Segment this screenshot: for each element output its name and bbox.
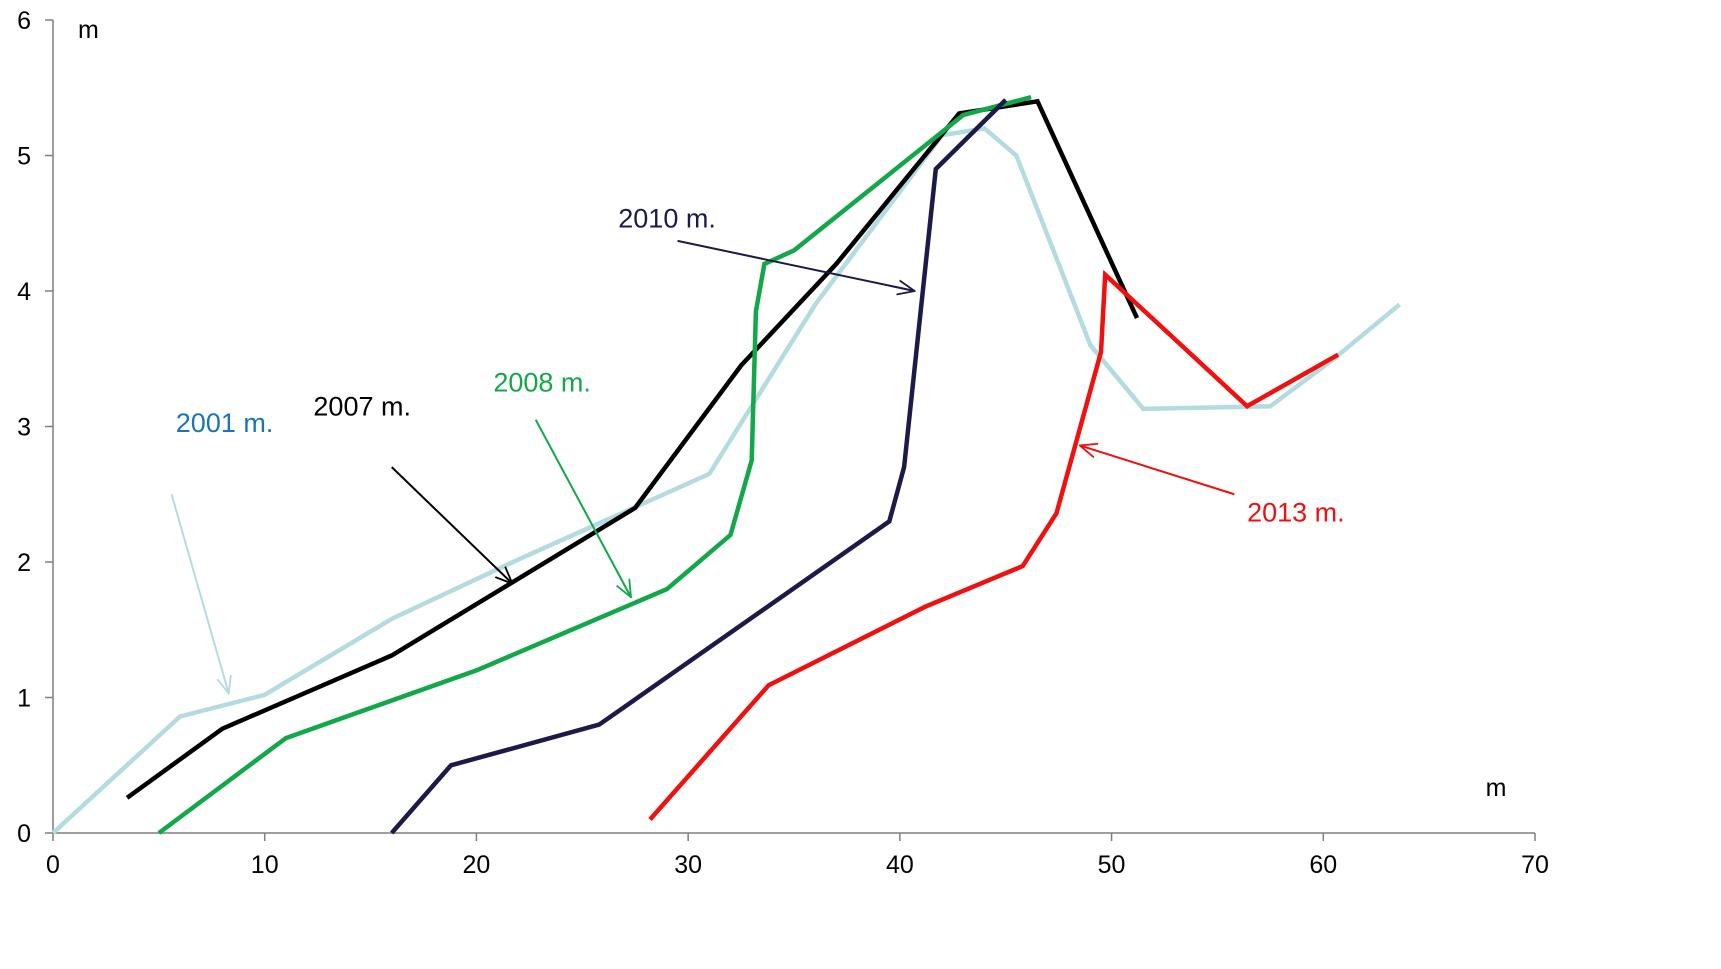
x-tick-label: 10 <box>251 851 279 879</box>
y-tick-label: 5 <box>17 143 31 171</box>
x-tick-label: 50 <box>1098 851 1126 879</box>
annotation-arrow-a2008 <box>534 419 631 598</box>
y-axis-unit-label: m <box>78 16 99 44</box>
y-tick-label: 6 <box>17 7 31 35</box>
x-ticks: 0 10 20 30 40 50 60 70 <box>46 833 1549 879</box>
annotation-label-a2008: 2008 m. <box>493 367 591 397</box>
x-tick-label: 60 <box>1309 851 1337 879</box>
series-layer <box>51 95 1401 835</box>
y-tick-label: 0 <box>17 820 31 848</box>
annotation-arrow-a2007 <box>391 466 513 584</box>
annotation-label-a2001: 2001 m. <box>176 408 274 438</box>
series-line-y2001 <box>51 126 1401 835</box>
y-ticks: 0 1 2 3 4 5 6 <box>17 7 53 848</box>
x-tick-label: 30 <box>674 851 702 879</box>
y-tick-label: 2 <box>17 549 31 577</box>
annotation-label-a2007: 2007 m. <box>313 392 411 422</box>
series-line-y2007 <box>125 98 1140 800</box>
axes: 0 1 2 3 4 5 6 0 10 20 30 40 50 60 70 m m <box>17 7 1549 879</box>
series-line-y2010 <box>390 98 1008 835</box>
annotation-arrow-a2001 <box>170 493 229 693</box>
x-axis-unit-label: m <box>1486 774 1507 802</box>
y-tick-label: 3 <box>17 414 31 442</box>
x-tick-label: 40 <box>886 851 914 879</box>
x-tick-label: 70 <box>1521 851 1549 879</box>
y-tick-label: 4 <box>17 278 31 306</box>
annotation-label-a2010: 2010 m. <box>618 203 716 233</box>
annotation-arrow-a2010 <box>677 239 915 291</box>
y-tick-label: 1 <box>17 685 31 713</box>
x-tick-label: 0 <box>46 851 60 879</box>
series-line-y2008 <box>157 95 1032 835</box>
annotation-layer: 2001 m. 2007 m. 2008 m. 2010 m. 2013 m. <box>170 203 1345 693</box>
x-tick-label: 20 <box>463 851 491 879</box>
annotation-label-a2013: 2013 m. <box>1247 497 1345 527</box>
annotation-arrow-a2013 <box>1080 445 1235 496</box>
series-line-y2013 <box>648 269 1340 821</box>
